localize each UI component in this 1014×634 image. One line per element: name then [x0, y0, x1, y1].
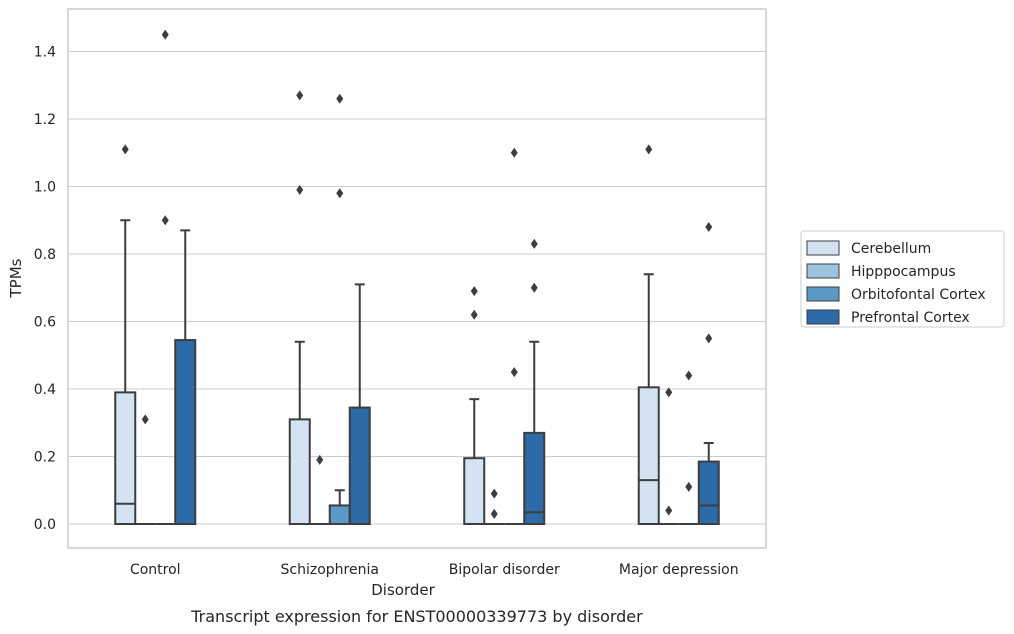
legend-label: Hipppocampus [851, 264, 956, 280]
box-body [637, 386, 660, 525]
outlier-point [336, 93, 344, 104]
y-tick-label: 0.4 [34, 382, 56, 398]
outlier-point [490, 488, 498, 499]
y-tick-label: 1.4 [34, 45, 56, 61]
y-axis-label: TPMs [7, 258, 25, 298]
chart-caption: Transcript expression for ENST0000033977… [190, 607, 643, 626]
box-prefrontal-cortex [523, 238, 546, 525]
box-body [174, 339, 197, 525]
outlier-point [296, 184, 304, 195]
legend-label: Prefrontal Cortex [851, 310, 970, 326]
outlier-point [490, 508, 498, 519]
legend-swatch [806, 240, 840, 256]
box-body [697, 460, 720, 525]
box-hipppocampus [484, 488, 505, 525]
outlier-point [161, 215, 169, 226]
legend-frame [800, 230, 1005, 328]
box-cerebellum [288, 90, 311, 525]
box-hipppocampus [135, 414, 156, 525]
box-body [328, 504, 351, 525]
outlier-point [530, 282, 538, 293]
x-tick-label: Control [130, 562, 181, 578]
outlier-point [296, 90, 304, 101]
box-orbitofontal-cortex [504, 147, 525, 525]
y-tick-label: 0.6 [34, 315, 56, 331]
box-hipppocampus [309, 454, 330, 525]
y-tick-label: 1.0 [34, 180, 56, 196]
legend-swatch [806, 309, 840, 325]
outlier-point [316, 454, 324, 465]
outlier-point [665, 505, 673, 516]
outlier-point [705, 333, 713, 344]
y-tick-label: 1.2 [34, 112, 56, 128]
box-orbitofontal-cortex [328, 93, 351, 525]
outlier-point [470, 309, 478, 320]
outlier-point [510, 147, 518, 158]
box-cerebellum [637, 144, 660, 525]
outlier-point [705, 222, 713, 232]
outlier-point [121, 144, 129, 155]
box-body [523, 431, 546, 525]
x-tick-label: Bipolar disorder [449, 562, 560, 578]
box-body [463, 457, 486, 525]
box-body [114, 391, 137, 525]
plot-area: 0.0 0.2 0.4 0.6 0.8 1.0 1.2 1.4 Control Schizophr… [34, 8, 767, 578]
box-cerebellum [114, 144, 137, 525]
box-orbitofontal-cortex [155, 29, 176, 525]
outlier-point [470, 286, 478, 297]
legend-label: Cerebellum [851, 241, 931, 257]
box-orbitofontal-cortex [678, 370, 699, 525]
legend-swatch [806, 286, 840, 302]
x-axis-label: Disorder [371, 581, 435, 599]
outlier-point [685, 370, 693, 381]
legend: Cerebellum Hipppocampus Orbitofontal Corte… [800, 230, 1005, 328]
outlier-point [530, 238, 538, 249]
box-prefrontal-cortex [174, 229, 197, 525]
x-tick-label: Major depression [619, 562, 739, 578]
plot-frame [67, 8, 767, 549]
box-body [288, 418, 311, 525]
y-tick-label: 0.0 [34, 517, 56, 533]
y-tick-label: 0.8 [34, 247, 56, 263]
outlier-point [336, 188, 344, 199]
box-prefrontal-cortex [697, 222, 720, 525]
x-tick-label: Schizophrenia [281, 562, 379, 578]
box-cerebellum [463, 286, 486, 525]
box-hipppocampus [658, 387, 679, 525]
outlier-point [685, 481, 693, 492]
legend-swatch [806, 263, 840, 279]
box-body [348, 406, 371, 525]
box-prefrontal-cortex [348, 283, 371, 525]
outlier-point [161, 29, 169, 40]
legend-label: Orbitofontal Cortex [851, 287, 986, 303]
y-tick-label: 0.2 [34, 450, 56, 466]
outlier-point [510, 367, 518, 378]
outlier-point [645, 144, 653, 155]
outlier-point [665, 387, 673, 398]
outlier-point [141, 414, 149, 425]
